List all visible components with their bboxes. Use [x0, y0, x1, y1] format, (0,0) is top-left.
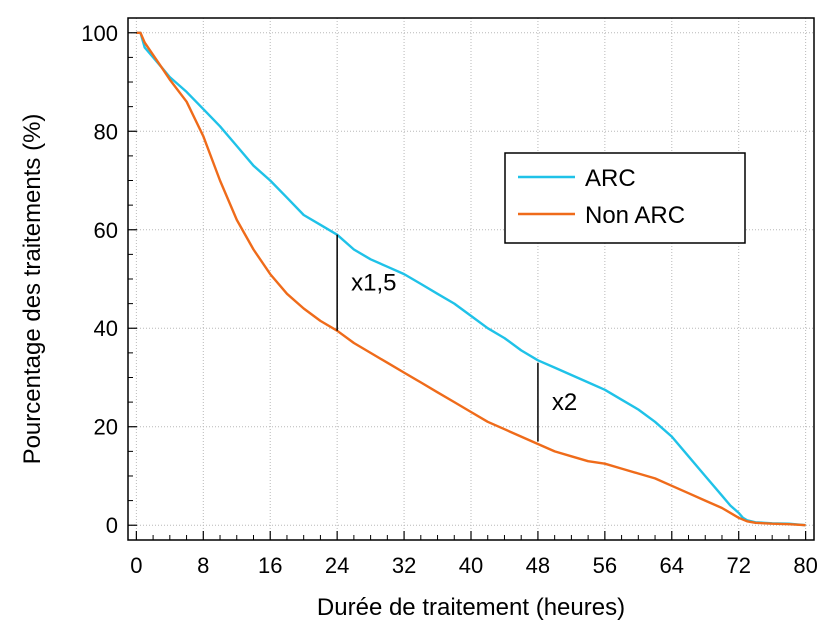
legend-box [504, 152, 746, 244]
ratio-label: x2 [552, 389, 577, 416]
x-tick-label: 16 [258, 553, 282, 578]
x-tick-label: 56 [593, 553, 617, 578]
y-tick-label: 100 [81, 21, 118, 46]
series-layer [136, 31, 806, 527]
legend: ARC Non ARC [504, 152, 746, 244]
x-tick-label: 80 [793, 553, 817, 578]
x-tick-label: 8 [197, 553, 209, 578]
series-line-non-arc [136, 31, 806, 527]
x-tick-label: 48 [526, 553, 550, 578]
x-axis-title: Durée de traitement (heures) [317, 594, 625, 621]
axis-ticks [128, 32, 807, 540]
y-tick-label: 40 [94, 316, 118, 341]
y-tick-label: 0 [106, 513, 118, 538]
series-line-arc [136, 31, 806, 527]
annotation-layer: x1,5 x2 [336, 234, 577, 442]
x-tick-label: 24 [325, 553, 349, 578]
x-tick-label: 32 [392, 553, 416, 578]
grid-lines [128, 18, 814, 540]
x-tick-label: 40 [459, 553, 483, 578]
ratio-label: x1,5 [351, 270, 396, 297]
legend-label: Non ARC [585, 202, 685, 229]
y-tick-label: 60 [94, 218, 118, 243]
y-axis-title: Pourcentage des traitements (%) [19, 114, 46, 465]
y-tick-label: 80 [94, 119, 118, 144]
x-tick-label: 72 [726, 553, 750, 578]
y-tick-label: 20 [94, 415, 118, 440]
tick-labels: 0 8 16 24 32 40 48 56 64 72 80 0 20 40 60 80 100 [81, 21, 818, 578]
x-tick-label: 0 [130, 553, 142, 578]
legend-label: ARC [585, 165, 636, 192]
x-tick-label: 64 [660, 553, 684, 578]
